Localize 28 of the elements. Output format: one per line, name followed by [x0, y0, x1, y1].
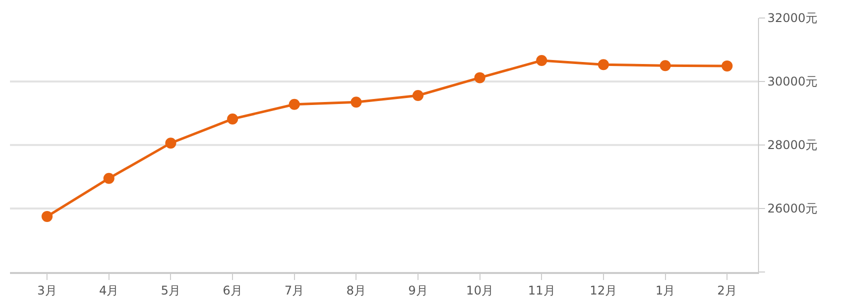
point — [288, 98, 300, 110]
x-tick-label: 7月 — [284, 283, 304, 298]
point — [474, 72, 486, 84]
x-tick-label: 2月 — [717, 283, 737, 298]
x-tick-label: 12月 — [590, 283, 618, 298]
point — [227, 113, 238, 124]
y-tick-label: 32000元 — [767, 11, 818, 26]
x-tick-label: 9月 — [408, 283, 428, 298]
x-tick-label: 3月 — [37, 283, 57, 298]
x-tick-label: 11月 — [528, 283, 556, 298]
x-tick-label: 4月 — [99, 283, 119, 298]
x-tick-label: 1月 — [655, 283, 676, 298]
point — [42, 210, 53, 222]
point — [412, 90, 424, 101]
x-tick-label: 6月 — [222, 283, 242, 298]
point — [103, 172, 114, 184]
y-tick-label: 28000元 — [767, 138, 818, 152]
x-tick-label: 5月 — [160, 283, 181, 298]
point — [598, 59, 609, 70]
point — [165, 138, 176, 149]
point — [350, 96, 362, 108]
point — [722, 60, 733, 72]
x-tick-label: 8月 — [346, 283, 366, 298]
point — [660, 60, 671, 72]
x-tick-label: 10月 — [466, 283, 494, 298]
y-tick-label: 26000元 — [767, 202, 818, 216]
point — [536, 55, 548, 66]
y-tick-label: 30000元 — [767, 74, 818, 89]
